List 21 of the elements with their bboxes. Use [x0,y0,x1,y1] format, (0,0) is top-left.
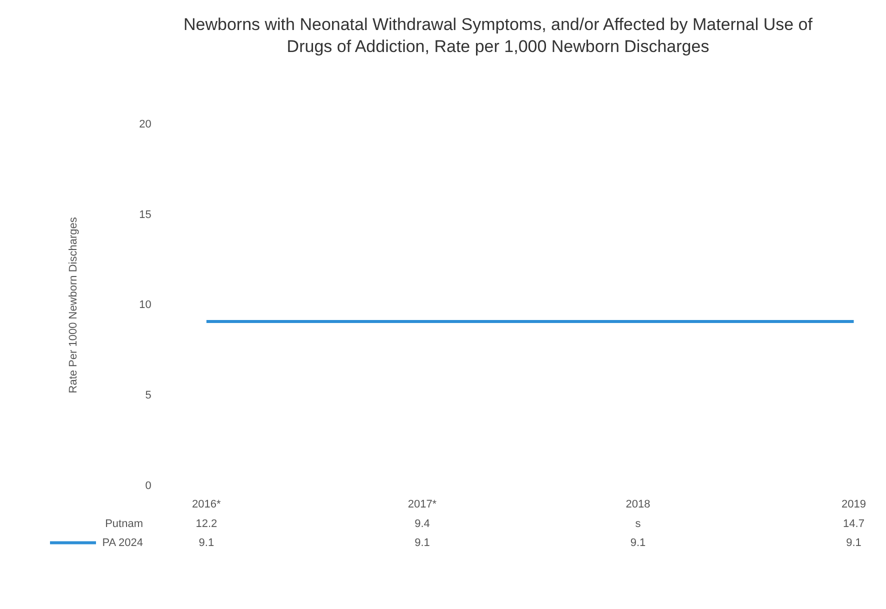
data-label: 9.1 [414,536,430,549]
data-label: 9.1 [630,536,646,549]
y-tick-label: 10 [139,299,152,312]
text: s [635,518,641,530]
legend-label: PA 2024 [102,536,143,549]
data-label: 9.1 [846,536,862,549]
x-tick-label: 2018 [626,498,650,510]
data-label: 9.1 [198,536,214,549]
x-tick-label: 2017* [408,498,438,510]
y-tick-label: 0 [145,480,152,492]
y-tick-label: 15 [139,208,152,221]
y-tick-label: 20 [139,118,152,131]
text: 9.4 [414,518,430,530]
text: Putnam [105,518,143,530]
text: 14.7 [843,518,864,530]
y-axis-title: Rate Per 1000 Newborn Discharges [68,216,80,394]
x-tick-label: 2019 [842,498,866,510]
chart-title: Newborns with Neonatal Withdrawal Symptoms, and/or Affected by Maternal Use of Drugs of Addiction, Rate per 1,000 Newborn Discharges [183,14,813,58]
text: 12.2 [196,518,218,530]
y-tick-label: 5 [145,390,152,402]
x-tick-label: 2016* [192,498,222,510]
